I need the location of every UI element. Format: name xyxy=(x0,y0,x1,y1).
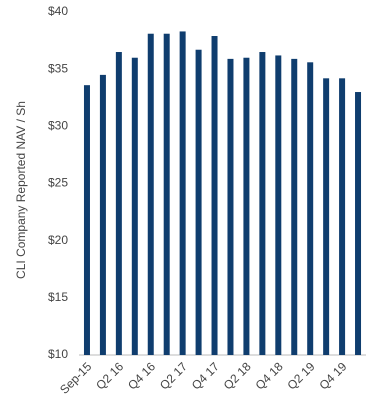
bar xyxy=(243,57,250,355)
y-tick-label: $20 xyxy=(48,233,68,247)
bar xyxy=(339,78,346,356)
y-tick-label: $15 xyxy=(48,290,68,304)
bar xyxy=(131,57,138,355)
x-tick-label: Q2 17 xyxy=(157,359,190,392)
x-tick-label: Q2 16 xyxy=(93,359,126,392)
y-tick-label: $35 xyxy=(48,61,68,75)
y-tick-label: $25 xyxy=(48,176,68,190)
bar xyxy=(291,58,298,355)
bar xyxy=(275,55,282,356)
y-axis-label: CLI Company Reported NAV / Sh xyxy=(14,101,28,279)
bar xyxy=(115,52,122,356)
y-tick-label: $40 xyxy=(48,4,68,18)
bar xyxy=(259,52,266,356)
bar xyxy=(355,92,362,356)
x-tick-label: Q2 18 xyxy=(221,359,254,392)
x-tick-label: Q4 16 xyxy=(125,359,158,392)
y-tick-label: $30 xyxy=(48,119,68,133)
bar xyxy=(147,33,154,356)
bar xyxy=(323,78,330,356)
x-tick-label: Sep-15 xyxy=(57,359,94,396)
bar xyxy=(99,74,106,355)
x-tick-label: Q4 18 xyxy=(253,359,286,392)
y-tick-label: $10 xyxy=(48,347,68,361)
bar xyxy=(227,58,234,355)
bar xyxy=(195,49,202,355)
bar xyxy=(211,36,218,355)
x-tick-label: Q2 19 xyxy=(285,359,318,392)
bar xyxy=(307,62,314,355)
bar xyxy=(179,31,186,355)
x-tick-label: Q4 17 xyxy=(189,359,222,392)
bar xyxy=(83,85,90,355)
x-tick-label: Q4 19 xyxy=(316,359,349,392)
bar xyxy=(163,33,170,356)
